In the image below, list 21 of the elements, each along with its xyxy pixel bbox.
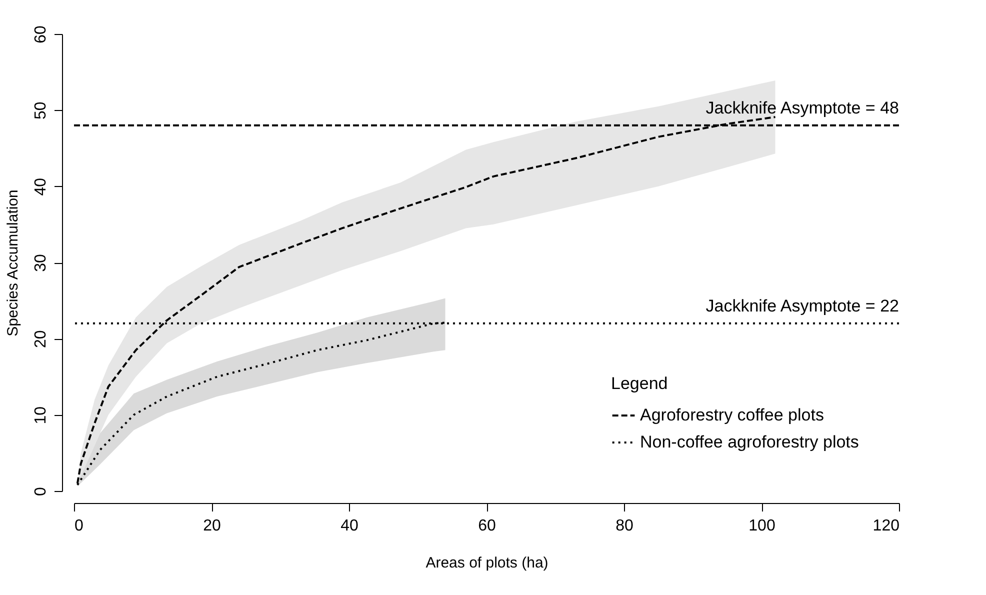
- legend-title: Legend: [611, 374, 668, 393]
- y-axis-title: Species Accumulation: [4, 190, 22, 336]
- x-tick-label: 100: [748, 518, 776, 534]
- x-tick-label: 0: [74, 518, 84, 534]
- x-tick-label: 80: [616, 518, 634, 534]
- y-tick-label: 10: [32, 406, 50, 424]
- x-tick-label: 20: [203, 518, 221, 534]
- y-tick-label: 30: [32, 254, 50, 272]
- y-tick-label: 40: [32, 178, 50, 196]
- ref-line-label: Jackknife Asymptote = 48: [706, 98, 899, 118]
- y-tick-label: 0: [32, 486, 50, 496]
- x-tick-label: 40: [340, 518, 358, 534]
- y-tick-label: 60: [32, 26, 50, 44]
- y-tick-label: 50: [32, 102, 50, 120]
- x-axis-title: Areas of plots (ha): [426, 554, 548, 572]
- legend-label: Non-coffee agroforestry plots: [640, 432, 859, 452]
- y-tick-label: 20: [32, 330, 50, 348]
- x-tick-label: 120: [872, 518, 900, 534]
- x-tick-label: 60: [478, 518, 496, 534]
- ref-line-label: Jackknife Asymptote = 22: [706, 296, 899, 316]
- legend-label: Agroforestry coffee plots: [640, 406, 824, 424]
